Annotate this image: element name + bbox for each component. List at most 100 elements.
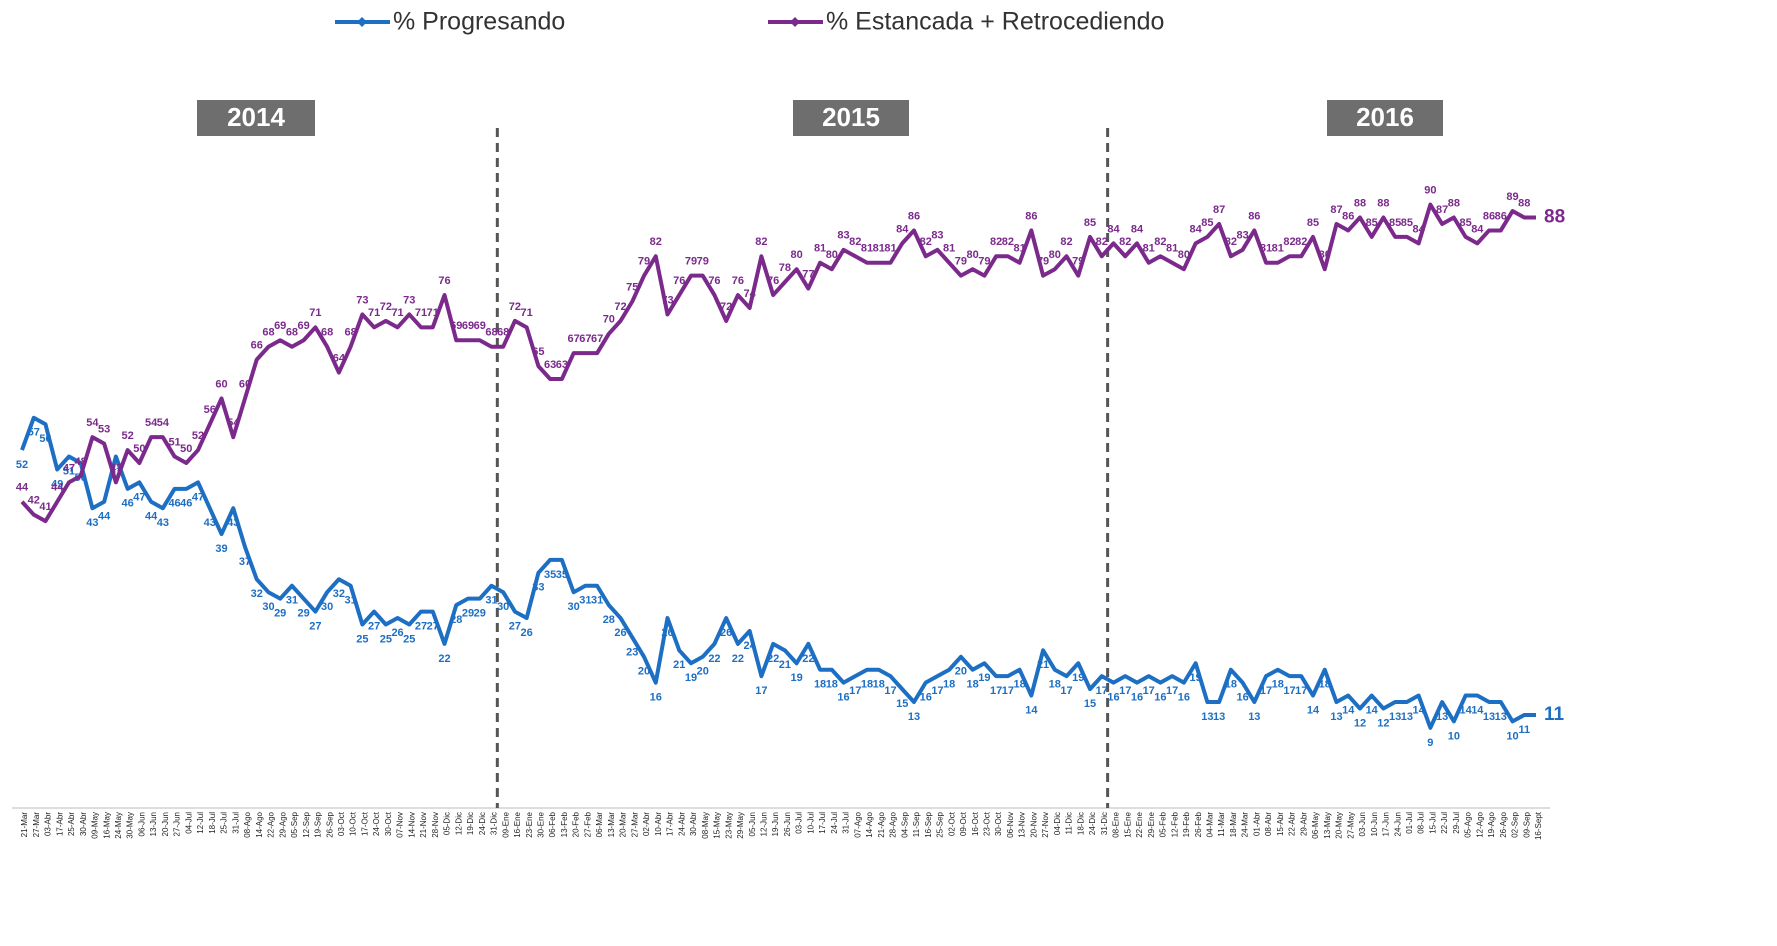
data-label: 82 xyxy=(990,236,1002,248)
data-label: 18 xyxy=(814,679,826,691)
data-label: 18 xyxy=(1319,679,1331,691)
x-tick-label: 04-Mar xyxy=(1205,812,1214,838)
data-label: 71 xyxy=(309,307,321,319)
data-label: 31 xyxy=(485,595,497,607)
data-label: 41 xyxy=(39,501,51,513)
data-label: 10 xyxy=(1506,730,1518,742)
data-label: 22 xyxy=(708,653,720,665)
data-label: 52 xyxy=(192,430,204,442)
data-label: 89 xyxy=(1506,191,1518,203)
data-label: 21 xyxy=(673,659,685,671)
legend-label: % Progresando xyxy=(393,8,565,36)
data-label: 87 xyxy=(1436,204,1448,216)
data-label: 86 xyxy=(1025,210,1037,222)
data-label: 17 xyxy=(1119,685,1131,697)
data-label: 65 xyxy=(532,346,544,358)
x-tick-label: 11-Dic xyxy=(1065,812,1074,835)
data-label: 11 xyxy=(1544,704,1565,725)
data-label: 82 xyxy=(1002,236,1014,248)
data-label: 70 xyxy=(603,314,615,326)
data-label: 18 xyxy=(1013,679,1025,691)
data-label: 82 xyxy=(1154,236,1166,248)
x-tick-label: 25-Sep xyxy=(936,811,945,837)
data-label: 13 xyxy=(1330,711,1342,723)
data-label: 47 xyxy=(133,491,145,503)
data-label: 25 xyxy=(356,633,368,645)
x-tick-label: 09-Ene xyxy=(501,811,510,837)
data-label: 32 xyxy=(333,588,345,600)
data-label: 21 xyxy=(1037,659,1049,671)
year-label: 2015 xyxy=(822,102,880,132)
year-label: 2016 xyxy=(1356,102,1414,132)
x-tick-label: 03-Oct xyxy=(337,811,346,836)
data-label: 16 xyxy=(1154,692,1166,704)
data-label: 30 xyxy=(497,601,509,613)
data-label: 71 xyxy=(427,307,439,319)
x-tick-label: 29-May xyxy=(736,812,745,839)
data-label: 12 xyxy=(1377,717,1389,729)
data-label: 26 xyxy=(661,627,673,639)
data-label: 43 xyxy=(204,517,216,529)
x-tick-label: 30-May xyxy=(126,812,135,839)
data-label: 13 xyxy=(1483,711,1495,723)
data-label: 86 xyxy=(908,210,920,222)
x-tick-label: 30-Oct xyxy=(994,811,1003,836)
data-label: 80 xyxy=(1049,249,1061,261)
data-label: 80 xyxy=(1178,249,1190,261)
data-label: 13 xyxy=(908,711,920,723)
x-tick-label: 02-Oct xyxy=(947,811,956,836)
x-tick-label: 30-Ene xyxy=(537,811,546,837)
x-tick-label: 19-Jun xyxy=(771,812,780,836)
x-tick-label: 13-Nov xyxy=(1018,812,1027,838)
data-label: 18 xyxy=(873,679,885,691)
data-label: 49 xyxy=(51,478,63,490)
data-label: 18 xyxy=(1225,679,1237,691)
data-label: 76 xyxy=(767,275,779,287)
data-label: 80 xyxy=(1319,249,1331,261)
x-tick-label: 17-Abr xyxy=(55,812,64,836)
data-label: 63 xyxy=(556,359,568,371)
x-tick-label: 10-Oct xyxy=(349,811,358,836)
x-tick-label: 20-Feb xyxy=(572,811,581,837)
data-label: 31 xyxy=(286,595,298,607)
data-label: 68 xyxy=(485,327,497,339)
data-label: 72 xyxy=(614,301,626,313)
data-label: 47 xyxy=(110,462,122,474)
data-label: 82 xyxy=(920,236,932,248)
data-label: 42 xyxy=(28,495,40,507)
data-label: 76 xyxy=(673,275,685,287)
x-tick-label: 27-Jun xyxy=(173,812,182,836)
data-label: 60 xyxy=(239,378,251,390)
x-tick-label: 30-Oct xyxy=(384,811,393,836)
x-tick-label: 15-Abr xyxy=(1276,812,1285,836)
year-box xyxy=(793,100,909,136)
data-label: 19 xyxy=(685,672,697,684)
x-tick-label: 16-Sept xyxy=(1534,811,1543,840)
data-label: 87 xyxy=(1330,204,1342,216)
data-label: 48 xyxy=(75,456,87,468)
x-tick-label: 26-Ago xyxy=(1499,811,1508,837)
data-label: 35 xyxy=(556,569,568,581)
data-label: 13 xyxy=(1495,711,1507,723)
x-tick-label: 04-Dic xyxy=(1053,812,1062,835)
x-tick-label: 19-Dic xyxy=(466,812,475,835)
data-label: 13 xyxy=(1389,711,1401,723)
x-tick-label: 10-Jul xyxy=(806,812,815,834)
x-tick-label: 19-Ago xyxy=(1487,811,1496,837)
data-label: 73 xyxy=(403,294,415,306)
data-label: 29 xyxy=(462,608,474,620)
data-label: 18 xyxy=(967,679,979,691)
x-tick-label: 27-Mar xyxy=(630,812,639,838)
x-tick-label: 17-Abr xyxy=(666,812,675,836)
data-label: 82 xyxy=(650,236,662,248)
data-label: 50 xyxy=(180,443,192,455)
x-tick-label: 27-Nov xyxy=(1041,812,1050,838)
x-tick-label: 29-Jul xyxy=(1452,812,1461,834)
x-tick-label: 06-May xyxy=(1311,812,1320,839)
data-label: 17 xyxy=(1260,685,1272,697)
data-label: 28 xyxy=(603,614,615,626)
data-label: 22 xyxy=(802,653,814,665)
data-label: 16 xyxy=(837,692,849,704)
data-label: 10 xyxy=(1448,730,1460,742)
